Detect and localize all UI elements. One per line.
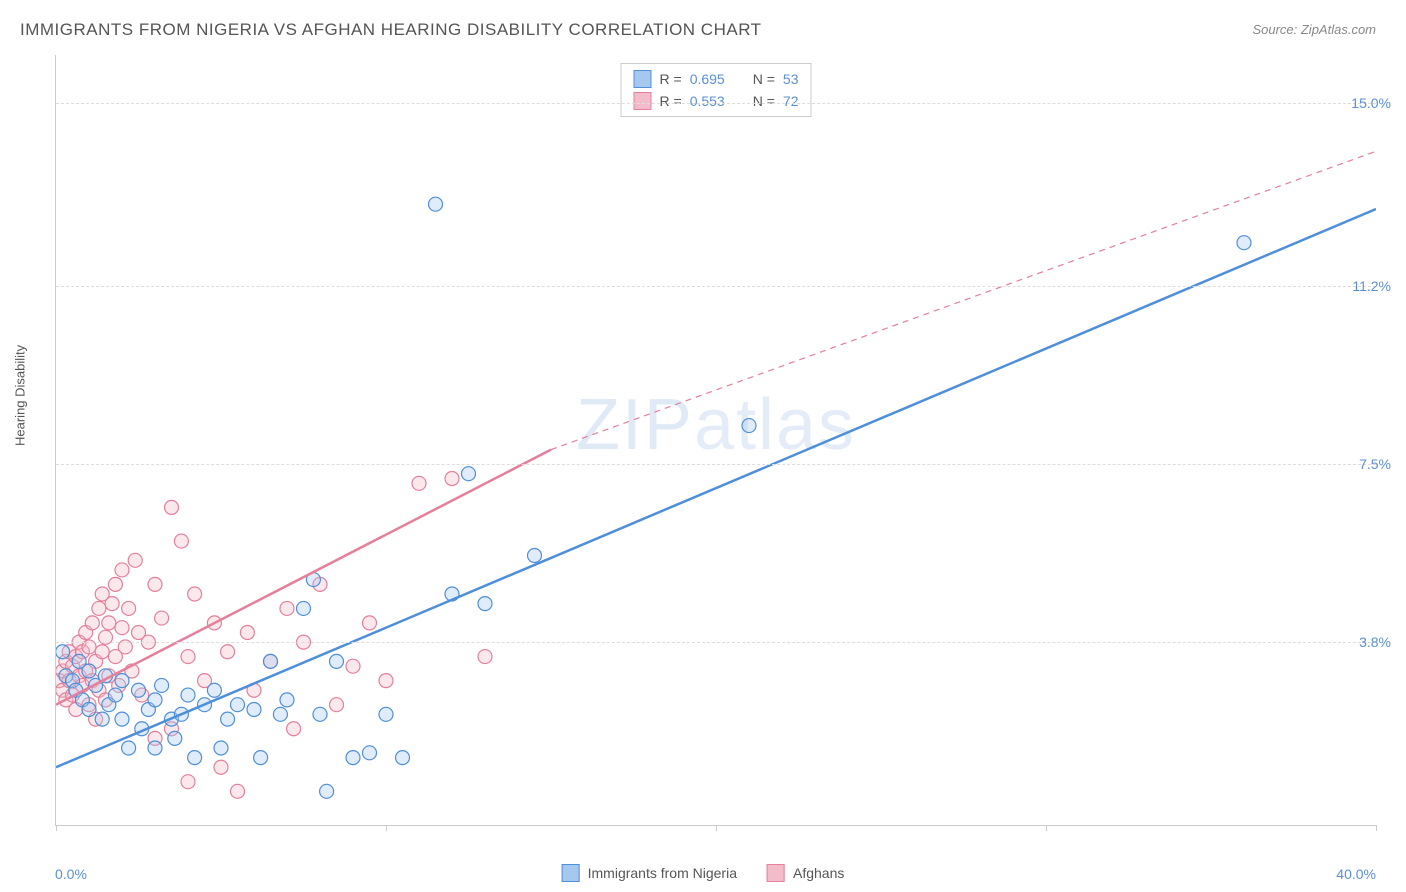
legend-row-nigeria: R = 0.695 N = 53 bbox=[634, 68, 799, 90]
legend-bottom: Immigrants from Nigeria Afghans bbox=[562, 864, 845, 882]
legend-item-nigeria: Immigrants from Nigeria bbox=[562, 864, 737, 882]
swatch-nigeria bbox=[634, 70, 652, 88]
n-label: N = bbox=[753, 90, 775, 112]
r-value-afghans: 0.553 bbox=[690, 90, 725, 112]
r-label: R = bbox=[660, 68, 682, 90]
grid-line bbox=[56, 464, 1376, 465]
grid-line bbox=[56, 103, 1376, 104]
x-tick-max: 40.0% bbox=[1336, 866, 1376, 882]
n-value-nigeria: 53 bbox=[783, 68, 799, 90]
legend-label-nigeria: Immigrants from Nigeria bbox=[588, 865, 737, 881]
source-attribution: Source: ZipAtlas.com bbox=[1252, 22, 1376, 37]
x-tick bbox=[1046, 825, 1047, 831]
x-tick bbox=[716, 825, 717, 831]
swatch-afghans bbox=[634, 92, 652, 110]
r-value-nigeria: 0.695 bbox=[690, 68, 725, 90]
grid-line bbox=[56, 286, 1376, 287]
legend-row-afghans: R = 0.553 N = 72 bbox=[634, 90, 799, 112]
r-label: R = bbox=[660, 90, 682, 112]
y-tick-label: 15.0% bbox=[1351, 95, 1391, 111]
grid-line bbox=[56, 642, 1376, 643]
chart-container: IMMIGRANTS FROM NIGERIA VS AFGHAN HEARIN… bbox=[0, 0, 1406, 892]
y-tick-label: 3.8% bbox=[1359, 634, 1391, 650]
legend-item-afghans: Afghans bbox=[767, 864, 844, 882]
chart-title: IMMIGRANTS FROM NIGERIA VS AFGHAN HEARIN… bbox=[20, 20, 762, 40]
legend-correlation-box: R = 0.695 N = 53 R = 0.553 N = 72 bbox=[621, 63, 812, 117]
x-tick-min: 0.0% bbox=[55, 866, 87, 882]
x-tick bbox=[386, 825, 387, 831]
x-tick bbox=[56, 825, 57, 831]
plot-area: ZIPatlas R = 0.695 N = 53 R = 0.553 N = … bbox=[55, 55, 1376, 826]
n-value-afghans: 72 bbox=[783, 90, 799, 112]
y-tick-label: 11.2% bbox=[1352, 278, 1391, 294]
x-tick bbox=[1376, 825, 1377, 831]
swatch-nigeria-icon bbox=[562, 864, 580, 882]
chart-svg bbox=[56, 55, 1376, 825]
y-tick-label: 7.5% bbox=[1359, 456, 1391, 472]
legend-label-afghans: Afghans bbox=[793, 865, 844, 881]
swatch-afghans-icon bbox=[767, 864, 785, 882]
y-axis-label: Hearing Disability bbox=[13, 345, 28, 446]
n-label: N = bbox=[753, 68, 775, 90]
